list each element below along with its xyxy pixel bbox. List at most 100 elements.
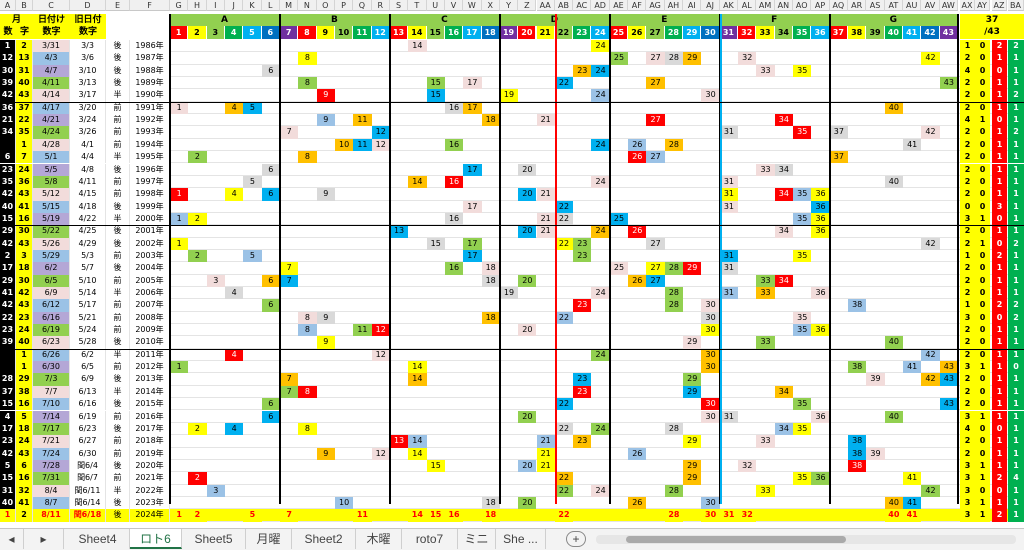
cell-a[interactable]: 4 [0, 410, 16, 423]
cell-c[interactable]: 5/19 [33, 212, 70, 226]
number-mark[interactable]: 29 [683, 459, 702, 473]
table-row[interactable] [0, 398, 1024, 411]
cell-f[interactable]: 1993年 [130, 126, 170, 139]
cell-f[interactable]: 2018年 [130, 435, 170, 448]
stat-cell[interactable]: 1 [960, 40, 975, 53]
cell-a[interactable]: 42 [0, 447, 16, 460]
stat-cell[interactable]: 1 [1008, 101, 1024, 115]
number-mark[interactable]: 24 [591, 138, 610, 152]
cell-d[interactable]: 4/11 [70, 175, 106, 189]
number-mark[interactable]: 42 [921, 126, 940, 139]
tab-sheet[interactable]: 木曜 [356, 529, 402, 549]
stat-cell[interactable]: 0 [975, 299, 990, 312]
cell-c[interactable]: 4/21 [33, 114, 70, 127]
cell-a[interactable]: 42 [0, 188, 16, 201]
number-mark[interactable]: 27 [646, 77, 665, 90]
number-mark[interactable]: 31 [719, 126, 739, 139]
cell-d[interactable]: 4/4 [70, 151, 106, 164]
column-header-z[interactable]: Z [518, 0, 537, 11]
cell-c[interactable]: 4/17 [33, 101, 70, 115]
cell-f[interactable]: 2019年 [130, 447, 170, 460]
number-mark[interactable]: 20 [518, 225, 537, 238]
number-mark[interactable]: 9 [316, 311, 335, 325]
cell-b[interactable]: 18 [16, 262, 33, 275]
number-mark[interactable]: 35 [793, 311, 812, 325]
number-mark[interactable]: 30 [701, 410, 720, 423]
number-mark[interactable]: 23 [573, 64, 592, 78]
number-mark[interactable]: 30 [701, 89, 720, 102]
number-mark[interactable]: 20 [518, 496, 537, 510]
cell-e[interactable]: 半 [106, 212, 130, 226]
cell-c[interactable]: 3/31 [33, 40, 70, 53]
number-mark[interactable]: 5 [243, 175, 262, 189]
number-mark[interactable]: 21 [536, 459, 555, 473]
stat-cell[interactable]: 1 [992, 52, 1007, 65]
stat-cell[interactable]: 1 [1008, 64, 1024, 78]
number-mark[interactable]: 18 [481, 274, 500, 287]
stat-cell[interactable]: 0 [975, 188, 990, 201]
stat-cell[interactable]: 1 [1008, 398, 1024, 411]
column-header-p[interactable]: P [334, 0, 354, 11]
number-mark[interactable]: 33 [756, 336, 775, 349]
number-mark[interactable]: 26 [628, 151, 647, 164]
number-mark[interactable]: 8 [298, 385, 317, 399]
table-row[interactable] [0, 410, 1024, 423]
number-mark[interactable]: 1 [170, 101, 189, 115]
stat-cell[interactable]: 4 [960, 422, 975, 436]
cell-f[interactable]: 1991年 [130, 101, 170, 115]
column-header-ai[interactable]: AI [683, 0, 702, 11]
cell-a[interactable]: 22 [0, 311, 16, 325]
number-mark[interactable]: 41 [903, 509, 922, 522]
number-mark[interactable]: 40 [884, 509, 903, 522]
cell-f[interactable]: 2022年 [130, 484, 170, 497]
cell-f[interactable]: 2023年 [130, 496, 170, 510]
stat-cell[interactable]: 2 [960, 175, 975, 189]
cell-e[interactable]: 後 [106, 225, 130, 238]
number-mark[interactable]: 34 [774, 163, 794, 176]
cell-f[interactable]: 2007年 [130, 299, 170, 312]
cell-c[interactable]: 5/15 [33, 200, 70, 213]
stat-cell[interactable]: 2 [960, 138, 975, 152]
cell-d[interactable]: 閏6/14 [70, 496, 106, 510]
number-mark[interactable]: 12 [371, 126, 390, 139]
number-mark[interactable]: 22 [554, 422, 574, 436]
cell-a[interactable]: 40 [0, 496, 16, 510]
tab-sheet[interactable]: Sheet5 [182, 529, 246, 549]
cell-d[interactable]: 5/17 [70, 299, 106, 312]
number-mark[interactable]: 40 [884, 175, 903, 189]
number-mark[interactable]: 36 [811, 324, 830, 337]
cell-f[interactable]: 2005年 [130, 274, 170, 287]
cell-d[interactable]: 6/2 [70, 348, 106, 362]
cell-a[interactable]: 35 [0, 175, 16, 189]
number-mark[interactable]: 8 [298, 324, 317, 337]
stat-cell[interactable]: 0 [975, 175, 990, 189]
cell-f[interactable]: 2001年 [130, 225, 170, 238]
cell-f[interactable]: 2020年 [130, 459, 170, 473]
stat-cell[interactable]: 2 [960, 262, 975, 275]
number-mark[interactable]: 4 [224, 287, 244, 300]
stat-cell[interactable]: 0 [975, 262, 990, 275]
column-header-b[interactable]: B [16, 0, 33, 11]
stat-cell[interactable]: 0 [975, 311, 990, 325]
cell-a[interactable]: 5 [0, 459, 16, 473]
cell-d[interactable]: 4/1 [70, 138, 106, 152]
cell-e[interactable]: 前 [106, 410, 130, 423]
number-mark[interactable]: 4 [224, 188, 244, 201]
cell-e[interactable]: 前 [106, 447, 130, 460]
number-mark[interactable]: 20 [518, 324, 537, 337]
number-mark[interactable]: 14 [408, 373, 427, 386]
number-mark[interactable]: 31 [719, 509, 739, 522]
number-mark[interactable]: 7 [279, 262, 299, 275]
number-mark[interactable]: 39 [866, 373, 885, 386]
number-mark[interactable]: 29 [683, 336, 702, 349]
cell-c[interactable]: 7/28 [33, 459, 70, 473]
column-header-k[interactable]: K [243, 0, 262, 11]
number-mark[interactable]: 14 [408, 361, 427, 374]
stat-cell[interactable]: 2 [992, 40, 1007, 53]
table-row[interactable] [0, 299, 1024, 312]
cell-b[interactable]: 30 [16, 225, 33, 238]
number-mark[interactable]: 35 [793, 126, 812, 139]
stat-cell[interactable]: 3 [960, 472, 975, 485]
stat-cell[interactable]: 3 [960, 496, 975, 510]
column-header-q[interactable]: Q [353, 0, 372, 11]
